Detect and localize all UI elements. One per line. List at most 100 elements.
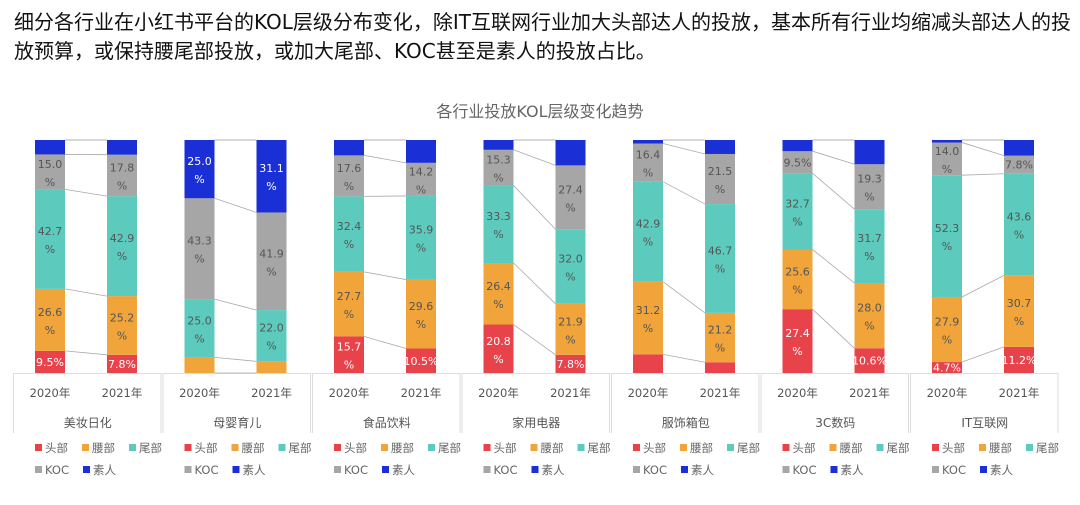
category-label: IT互联网 [961,416,1008,430]
data-label: 42.7 [38,225,63,238]
connector-line [214,298,257,311]
data-label: 17.8 [110,161,135,174]
bar-segment [334,336,364,373]
data-label-unit: % [643,236,653,249]
legend-label: 素人 [990,463,1013,477]
legend-label: 头部 [793,441,816,455]
data-label: 25.0 [187,314,212,327]
data-label-unit: % [792,215,802,228]
legend-swatch [979,444,986,451]
legend-swatch [278,444,286,451]
legend-swatch [483,466,491,473]
data-label: 7.8% [1005,159,1033,172]
data-label-unit: % [565,271,575,284]
connector-line [812,308,855,349]
data-label: 9.5% [36,356,64,369]
data-label-unit: % [344,238,354,251]
legend-label: KOC [643,463,667,477]
data-label: 31.7 [857,232,882,245]
legend-label: 腰部 [541,441,564,455]
legend-swatch [633,466,640,473]
data-label-unit: % [643,322,653,335]
legend-swatch [980,466,987,473]
data-label-unit: % [493,172,503,185]
bar-segment [555,165,586,230]
legend-swatch [577,444,585,451]
bar-segment [107,354,137,373]
data-label: 27.4 [558,183,583,196]
data-label-unit: % [715,342,725,355]
legend-label: 素人 [691,463,714,477]
bar-segment [1004,140,1034,156]
data-label: 26.4 [486,280,511,293]
bar-segment [483,140,514,150]
category-label: 母婴育儿 [213,415,261,430]
x-tick-label: 2021年 [700,386,741,400]
legend-label: 尾部 [139,441,162,455]
connector-line [961,275,1005,298]
bar-segment [555,354,586,373]
connector-line [64,288,108,297]
legend-swatch [531,466,539,473]
bar-segment [334,140,364,156]
data-label-unit: % [344,359,354,372]
legend-swatch [232,466,240,473]
bar-segment [184,140,215,199]
connector-line [961,346,1005,363]
data-label-unit: % [344,308,354,321]
data-label-unit: % [194,332,204,345]
data-label: 52.3 [935,222,960,235]
data-label: 19.3 [857,173,882,186]
connector-line [64,189,108,197]
bar-segment [334,271,364,337]
bar-segment [633,181,663,282]
data-label: 22.0 [259,322,284,335]
legend-label: 尾部 [887,441,910,455]
data-label: 17.6 [337,162,362,175]
bar-segment [782,173,813,250]
legend-swatch [633,444,640,451]
data-label-unit: % [942,334,952,347]
data-label-unit: % [45,243,55,256]
data-label: 29.6 [409,300,434,313]
x-tick-label: 2020年 [927,386,968,400]
bar-segment [35,154,65,190]
bar-segment [782,151,813,174]
legend-label: KOC [793,463,817,477]
data-label: 16.4 [636,149,661,162]
data-label: 28.0 [857,302,882,315]
data-label-unit: % [715,183,725,196]
data-label: 32.0 [558,253,583,266]
legend-label: 尾部 [289,441,312,455]
legend-label: 素人 [392,463,415,477]
data-label-unit: % [45,324,55,337]
data-label-unit: % [416,242,426,255]
data-label-unit: % [117,329,127,342]
category-label: 食品饮料 [363,415,411,430]
bar-segment [854,283,885,349]
legend-label: KOC [195,463,219,477]
x-tick-label: 2021年 [251,386,292,400]
bar-segment [184,357,215,373]
data-label: 25.6 [785,265,810,278]
data-label-unit: % [792,345,802,358]
legend-label: 腰部 [391,441,414,455]
bar-segment [483,263,514,325]
connector-line [363,336,407,349]
data-label-unit: % [194,253,204,266]
bar-segment [256,361,287,373]
legend-label: 尾部 [438,441,461,455]
connector-line [513,324,556,356]
legend-swatch [231,444,239,451]
data-label: 42.9 [110,232,135,245]
category-label: 服饰箱包 [662,415,710,430]
connector-line [961,173,1005,176]
bar-segment [854,140,885,165]
legend-label: 头部 [195,441,218,455]
data-label-unit: % [416,183,426,196]
category-label: 美妆日化 [64,416,112,430]
legend-swatch [829,444,837,451]
data-label-unit: % [117,179,127,192]
data-label: 31.2 [636,304,661,317]
